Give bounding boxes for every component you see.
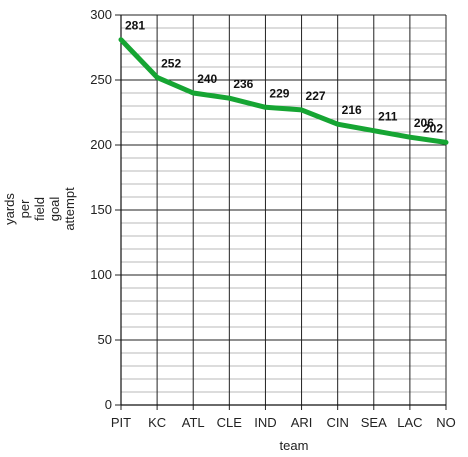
x-tick-label: KC: [148, 415, 166, 430]
data-label: 202: [423, 121, 443, 135]
series-line: [118, 37, 449, 145]
y-tick-label: 0: [105, 397, 112, 412]
data-label: 227: [306, 89, 326, 103]
x-tick-label: IND: [254, 415, 276, 430]
data-point: [371, 128, 376, 133]
y-tick-label: 300: [90, 7, 112, 22]
y-tick-label: 200: [90, 137, 112, 152]
x-tick-label: LAC: [397, 415, 422, 430]
y-axis-title-line: yards: [2, 193, 17, 225]
data-point: [118, 37, 124, 42]
x-tick-label: SEA: [361, 415, 387, 430]
y-axis-title: yardsperfieldgoalattempt: [2, 187, 77, 231]
x-tick-label: PIT: [111, 415, 131, 430]
data-point: [154, 75, 160, 80]
series: [118, 37, 449, 145]
data-point: [191, 90, 196, 96]
y-tick-label: 150: [90, 202, 112, 217]
data-point: [263, 105, 268, 110]
data-label: 252: [161, 56, 181, 70]
x-tick-label: CIN: [326, 415, 348, 430]
y-tick-label: 100: [90, 267, 112, 282]
data-point: [335, 122, 340, 127]
grid: [115, 14, 447, 410]
y-axis-title-line: field: [32, 197, 47, 221]
y-tick-label: 250: [90, 72, 112, 87]
axes: [120, 15, 446, 406]
x-tick-label: ARI: [291, 415, 313, 430]
y-tick-label: 50: [98, 332, 112, 347]
x-tick-label: ATL: [182, 415, 205, 430]
data-label: 216: [342, 103, 362, 117]
data-point: [227, 96, 232, 101]
data-label: 240: [197, 72, 217, 86]
x-axis-title: team: [280, 438, 309, 453]
data-point: [407, 135, 413, 140]
data-point: [443, 140, 449, 145]
data-point: [299, 107, 304, 113]
x-tick-label: CLE: [217, 415, 243, 430]
data-label: 211: [378, 110, 398, 124]
x-tick-labels: PIT KC ATL CLE IND ARI CIN SEA LAC NO: [111, 415, 456, 430]
data-label: 206: [414, 116, 434, 130]
x-tick-label: NO: [436, 415, 456, 430]
y-axis-title-line: per: [17, 199, 32, 218]
data-label: 281: [125, 19, 145, 33]
y-axis-title-line: goal: [47, 197, 62, 222]
y-axis-title-line: attempt: [62, 187, 77, 231]
y-tick-labels: 0 50 100 150 200 250 300: [90, 7, 112, 412]
data-label: 229: [269, 86, 289, 100]
data-label: 236: [233, 77, 253, 91]
